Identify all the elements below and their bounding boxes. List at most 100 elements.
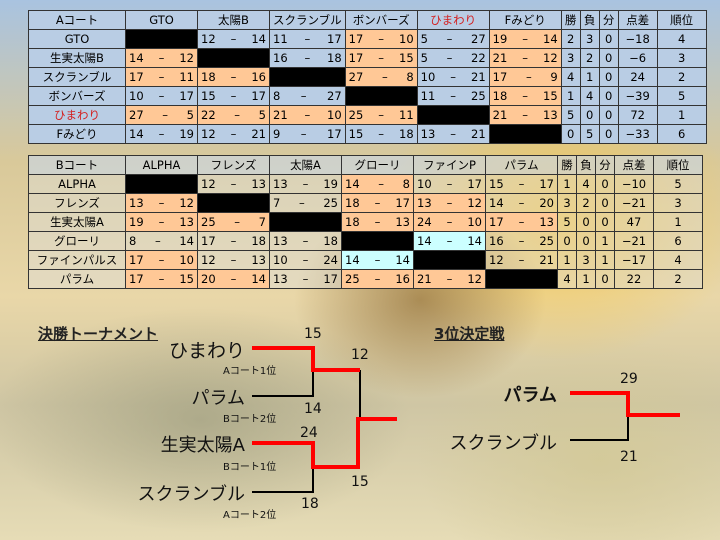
score-own: 13	[273, 272, 288, 286]
score-own: 15	[489, 177, 504, 191]
dash: –	[381, 70, 388, 84]
dash: –	[158, 215, 165, 229]
dash: –	[374, 215, 381, 229]
score-cell: 25 7 –	[197, 212, 270, 232]
dash: –	[158, 70, 165, 84]
score-opp: 14	[543, 32, 558, 46]
score-1: 15	[304, 326, 322, 342]
empty-cell	[344, 86, 418, 106]
court-a-table: Aコート GTO 太陽B スクランブル ボンバーズ ひまわり Fみどり勝負分点差 順位 GTO 1…	[28, 10, 707, 144]
final-seed-4: Aコート2位	[223, 510, 277, 521]
score-cell: 17 11–	[125, 67, 198, 87]
dash: –	[234, 108, 241, 122]
table-row: フレンズ 13 12–7 25–18 17–13 12–14 20–3 2 0 −21 3	[28, 193, 703, 213]
dash: –	[158, 89, 165, 103]
score-own: 13	[273, 177, 288, 191]
header-cell: 勝	[557, 155, 577, 175]
table-row: パラム 17 15–20 14–13 17–25 16–21 12–4 1 0 22 2	[28, 269, 703, 289]
score-cell: 5 27 –	[416, 29, 490, 49]
score-opp: 24	[323, 253, 338, 267]
dash: –	[522, 108, 529, 122]
score-cell: 17 15–	[125, 269, 198, 289]
score-cell: 15 17–	[197, 86, 270, 106]
score-cell: 14 20–	[485, 193, 558, 213]
draws-cell: 0	[595, 193, 615, 213]
score-cell: 14 8 –	[341, 174, 414, 194]
empty-cell	[488, 124, 562, 144]
score-own: 10	[417, 177, 432, 191]
score-own: 21	[492, 51, 508, 65]
third-place-title: 3位決定戦	[434, 325, 505, 343]
score-opp: 16	[251, 70, 266, 84]
losses-cell: 2	[579, 48, 600, 68]
line-3rd-paramu-win	[570, 391, 680, 417]
score-opp: 18	[251, 234, 266, 248]
score-cell: 12 13–	[197, 250, 270, 270]
score-opp: 25	[471, 89, 486, 103]
score-cell: 15 18–	[344, 124, 418, 144]
header-cell: 点差	[617, 10, 658, 30]
dash: –	[378, 127, 385, 141]
score-own: 17	[348, 32, 364, 46]
draws-cell: 0	[598, 86, 619, 106]
score-cell: 20 14–	[197, 269, 270, 289]
score-cell: 16 18 –	[269, 48, 346, 68]
score-cell: 17 13–	[485, 212, 558, 232]
dash: –	[298, 196, 305, 210]
draws-cell: 0	[598, 105, 619, 125]
score-own: 10	[129, 89, 144, 103]
score-cell: 13 18–	[269, 231, 342, 251]
score-opp: 27	[327, 89, 342, 103]
score-own: 22	[201, 108, 216, 122]
dash: –	[518, 196, 525, 210]
dash: –	[158, 127, 165, 141]
score-opp: 5	[186, 108, 194, 122]
score-own: 17	[489, 215, 504, 229]
score-cell: 8 27 –	[269, 86, 346, 106]
score-own: 7	[273, 196, 281, 210]
header-cell: Fみどり	[488, 10, 562, 30]
score-cell: 19 13–	[125, 212, 198, 232]
score-own: 18	[201, 70, 216, 84]
score-cell: 18 15–	[488, 86, 562, 106]
score-opp: 15	[179, 272, 194, 286]
empty-cell	[125, 29, 198, 49]
score-cell: 17 10–	[344, 29, 418, 49]
score-opp: 22	[471, 51, 486, 65]
dash: –	[154, 234, 161, 248]
score-opp: 8	[406, 70, 414, 84]
table-row: グローリ 8 14–17 18–13 18–14 14–16 25–0 0 1 −21 6	[28, 231, 703, 251]
table-row: 生実太陽B 14 12–16 18–17 15–5 22–21 12–3 2 0 −6 3	[28, 48, 707, 68]
rank-cell: 6	[656, 124, 707, 144]
dash: –	[230, 70, 237, 84]
score-own: 14	[489, 196, 504, 210]
rank-cell: 1	[653, 212, 703, 232]
score-cell: 25 11–	[344, 105, 418, 125]
score-4: 18	[301, 496, 319, 512]
score-own: 17	[201, 234, 216, 248]
point-diff-cell: −21	[614, 193, 654, 213]
line-scramble	[252, 467, 314, 493]
score-cell: 18 13–	[341, 212, 414, 232]
dash: –	[230, 253, 237, 267]
score-opp: 11	[399, 108, 414, 122]
score-own: 15	[201, 89, 216, 103]
score-cell: 27 8 –	[344, 67, 418, 87]
score-own: 17	[129, 253, 144, 267]
empty-cell	[269, 212, 342, 232]
score-cell: 15 17–	[485, 174, 558, 194]
score-opp: 17	[327, 32, 342, 46]
dash: –	[446, 196, 453, 210]
empty-cell	[485, 269, 558, 289]
empty-cell	[197, 48, 270, 68]
score-cell: 27 5 –	[125, 105, 198, 125]
score-opp: 21	[471, 70, 486, 84]
score-opp: 11	[179, 70, 194, 84]
score-own: 8	[129, 234, 137, 248]
score-own: 25	[201, 215, 216, 229]
score-own: 15	[348, 127, 364, 141]
final-team-3: 生実太陽A	[160, 435, 245, 456]
score-opp: 10	[179, 253, 194, 267]
score-own: 13	[417, 196, 432, 210]
dash: –	[378, 177, 385, 191]
